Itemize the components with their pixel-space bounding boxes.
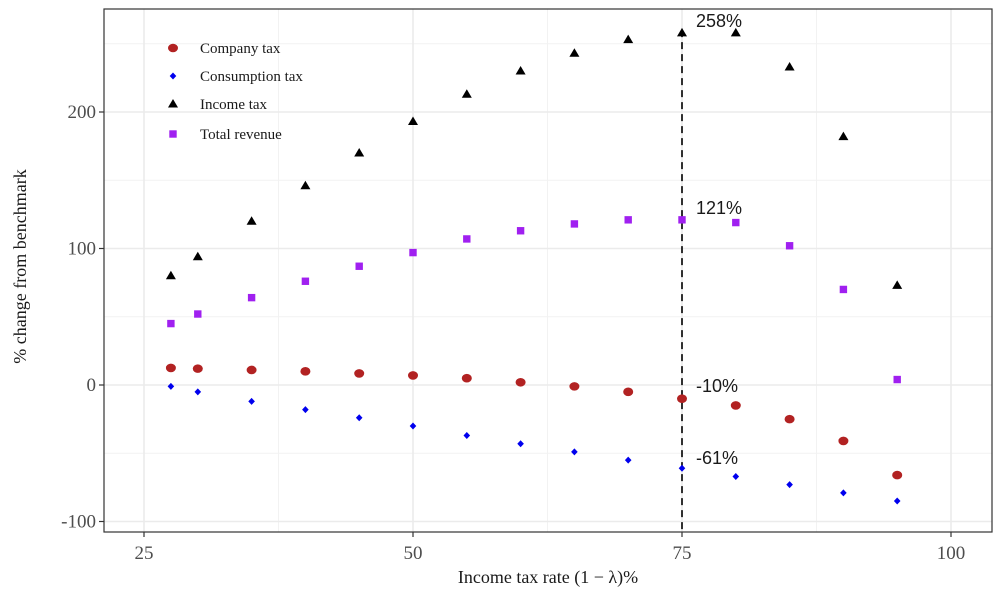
x-axis-title: Income tax rate (1 − λ)% [458, 567, 638, 588]
legend-key-triangle-icon [168, 99, 178, 108]
y-tick-label: 0 [87, 375, 97, 396]
data-point [786, 481, 793, 489]
legend-label: Company tax [200, 41, 281, 57]
data-point [785, 242, 794, 250]
legend-item-company-tax: Company tax [168, 41, 281, 57]
data-point [192, 251, 203, 261]
data-point [301, 277, 310, 285]
legend: Company tax Consumption tax Income tax Tota… [168, 41, 303, 143]
data-point [354, 369, 365, 378]
data-point [730, 401, 741, 410]
data-point [892, 470, 903, 480]
plot-panel-border [103, 8, 993, 533]
data-point [463, 235, 471, 243]
data-point [300, 367, 311, 376]
data-point [623, 387, 634, 397]
data-point [892, 280, 903, 289]
y-tick-label: 100 [68, 239, 97, 260]
data-point [515, 66, 526, 75]
grid [104, 9, 992, 532]
data-point [893, 375, 901, 384]
data-point [517, 440, 524, 448]
data-point [354, 147, 365, 157]
data-point [624, 216, 632, 224]
x-axis: 25 50 75 100 [135, 532, 966, 564]
data-point [571, 448, 578, 456]
legend-item-consumption-tax: Consumption tax [169, 69, 303, 85]
data-point [167, 382, 175, 390]
x-tick-label: 100 [937, 543, 966, 564]
data-point [839, 285, 848, 294]
y-tick-label: -100 [61, 512, 96, 533]
data-point [463, 432, 471, 440]
data-points [165, 27, 903, 505]
data-point [569, 48, 580, 57]
data-point [165, 363, 176, 373]
x-tick-label: 50 [404, 543, 423, 564]
series-income-tax [165, 27, 903, 289]
data-point [515, 377, 526, 387]
annotation-label: 121% [696, 198, 742, 218]
annotation-label: 258% [696, 11, 742, 31]
legend-label: Consumption tax [200, 69, 303, 85]
data-point [678, 216, 686, 224]
data-point [302, 406, 309, 414]
data-point [838, 131, 849, 141]
y-axis: -100 0 100 200 [61, 102, 104, 533]
series-total-revenue [167, 216, 901, 384]
data-point [247, 293, 256, 302]
data-point [355, 414, 363, 422]
data-point [893, 497, 901, 505]
series-consumption-tax [167, 382, 901, 505]
data-point [461, 89, 472, 98]
legend-item-income-tax: Income tax [168, 97, 268, 113]
data-point [732, 218, 740, 227]
data-point [678, 464, 686, 472]
annotation-label: -10% [696, 376, 738, 396]
annotation-label: -61% [696, 448, 738, 468]
data-point [165, 270, 176, 280]
data-point [784, 414, 795, 424]
data-point [624, 456, 632, 464]
data-point [300, 180, 311, 190]
legend-key-diamond-icon [169, 72, 177, 80]
data-point [194, 388, 202, 396]
legend-key-circle-icon [168, 43, 178, 53]
legend-item-total-revenue: Total revenue [169, 127, 282, 143]
data-point [516, 227, 525, 235]
data-point [730, 27, 741, 37]
data-point [408, 116, 418, 126]
data-point [355, 262, 363, 270]
annotations: 258% 121% -10% -61% [696, 11, 742, 468]
data-point [194, 310, 202, 318]
x-tick-label: 25 [135, 543, 154, 564]
legend-key-square-icon [169, 130, 177, 138]
data-point [623, 34, 634, 44]
data-point [784, 61, 795, 71]
data-point [408, 371, 418, 380]
data-point [838, 436, 849, 446]
y-axis-title: % change from benchmark [10, 169, 30, 363]
legend-label: Income tax [200, 97, 268, 113]
data-point [248, 397, 255, 405]
data-point [192, 364, 203, 373]
data-point [677, 394, 687, 403]
x-tick-label: 75 [673, 543, 692, 564]
data-point [246, 216, 257, 225]
y-tick-label: 200 [68, 102, 97, 123]
data-point [409, 422, 417, 430]
data-point [570, 220, 579, 228]
data-point [167, 319, 175, 328]
data-point [840, 489, 847, 497]
legend-label: Total revenue [200, 127, 282, 143]
data-point [732, 472, 740, 480]
series-company-tax [165, 363, 903, 480]
data-point [409, 248, 417, 257]
data-point [569, 382, 580, 391]
data-point [461, 373, 472, 383]
data-point [677, 27, 687, 37]
data-point [246, 365, 257, 375]
